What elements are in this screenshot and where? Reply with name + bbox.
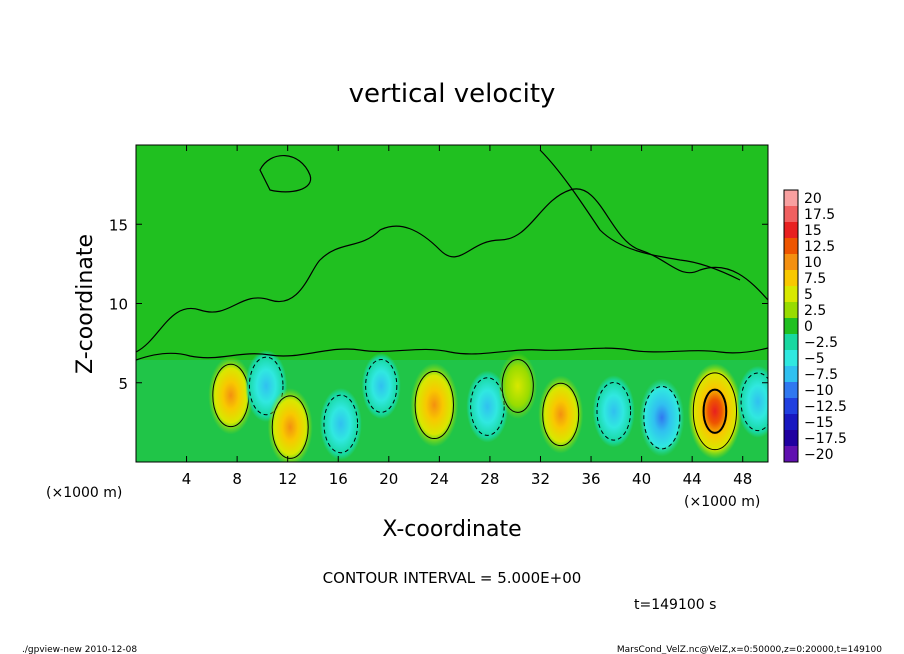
colorbar-swatch [784,270,798,287]
velocity-cell-contour [323,394,359,454]
velocity-features [208,349,768,462]
y-tick-label: 10 [109,296,128,314]
colorbar-swatch [784,190,798,207]
velocity-cell-contour [414,370,455,440]
chart-title: vertical velocity [349,79,556,109]
colorbar-label: 0 [804,319,813,335]
velocity-cell [639,378,685,457]
y-axis-ticks: 5 10 15 [109,216,768,393]
contour-lines [136,149,768,361]
y-axis-label: Z-coordinate [73,234,98,374]
contour-upper [136,188,768,353]
velocity-cell [410,362,459,447]
colorbar-label: 20 [804,191,822,207]
footer-left: ./gpview-new 2010-12-08 [22,645,137,654]
x-tick-label: 12 [278,470,297,488]
x-tick-label: 40 [632,470,651,488]
velocity-cell-contour [271,395,309,459]
x-axis-label: X-coordinate [382,517,521,542]
velocity-cell-contour [248,356,284,416]
colorbar-label: 12.5 [804,239,835,255]
colorbar-label: −15 [804,415,834,431]
colorbar-swatch [784,414,798,431]
velocity-cell-contour [365,359,398,413]
x-tick-label: 44 [683,470,702,488]
colorbar-label: −7.5 [804,367,838,383]
x-tick-label: 20 [379,470,398,488]
x-tick-label: 28 [480,470,499,488]
colorbar-swatch [784,222,798,239]
y-tick-label: 15 [109,216,128,234]
colorbar-swatch [784,302,798,319]
x-axis-ticks: 4 8 12 16 20 24 28 32 36 40 44 48 [182,145,752,488]
colorbar-swatch [784,334,798,351]
colorbar-swatch [784,350,798,367]
colorbar-label: −12.5 [804,399,847,415]
x-tick-label: 16 [329,470,348,488]
footer-right: MarsCond_VelZ.nc@VelZ,x=0:50000,z=0:2000… [617,645,882,654]
x-unit-label-left: (×1000 m) [46,485,122,501]
contour-interval: CONTOUR INTERVAL = 5.000E+00 [323,569,582,587]
colorbar-swatch [784,254,798,271]
colorbar-swatch [784,318,798,335]
colorbar-swatch [784,238,798,255]
velocity-cell-contour [596,381,632,441]
velocity-cell-contour [542,382,580,447]
velocity-cell [267,388,313,462]
colorbar-label: 2.5 [804,303,826,319]
contour-middle [136,347,768,361]
colorbar-swatch [784,446,798,463]
velocity-cell-contour [501,359,534,413]
velocity-cell [687,363,742,460]
velocity-cell-core-contour [702,388,728,434]
colorbar-swatch [784,366,798,383]
colorbar-label: 7.5 [804,271,826,287]
velocity-cell [319,387,362,460]
x-tick-label: 8 [232,470,242,488]
velocity-cell [208,356,254,435]
velocity-cell [361,352,401,419]
colorbar-swatch [784,382,798,399]
colorbar: 2017.51512.5107.552.50−2.5−5−7.5−10−12.5… [783,189,847,463]
colorbar-label: −20 [804,447,834,463]
x-tick-label: 24 [430,470,449,488]
velocity-cell [498,352,538,419]
colorbar-label: −5 [804,351,825,367]
colorbar-label: −17.5 [804,431,847,447]
colorbar-label: −2.5 [804,335,838,351]
x-unit-label-right: (×1000 m) [684,494,760,510]
y-tick-label: 5 [118,375,128,393]
x-tick-label: 36 [581,470,600,488]
colorbar-frame [783,189,799,463]
velocity-cell-contour [692,372,738,451]
colorbar-swatch [784,286,798,303]
colorbar-label: 5 [804,287,813,303]
plot-area [136,145,768,462]
velocity-cell [466,370,509,443]
x-tick-label: 32 [531,470,550,488]
velocity-cell-contour [740,372,768,432]
colorbar-swatch [784,206,798,223]
time-label: t=149100 s [634,597,716,613]
x-tick-label: 48 [733,470,752,488]
velocity-cell-contour [643,385,681,450]
colorbar-label: −10 [804,383,834,399]
contour-top [259,155,312,193]
colorbar-label: 15 [804,223,822,239]
colorbar-label: 17.5 [804,207,835,223]
velocity-cell [538,375,584,454]
velocity-cell [592,375,635,448]
colorbar-swatch [784,398,798,415]
x-tick-label: 4 [182,470,192,488]
velocity-cell [736,365,768,438]
colorbar-label: 10 [804,255,822,271]
contour-right [539,149,741,281]
colorbar-swatch [784,430,798,447]
